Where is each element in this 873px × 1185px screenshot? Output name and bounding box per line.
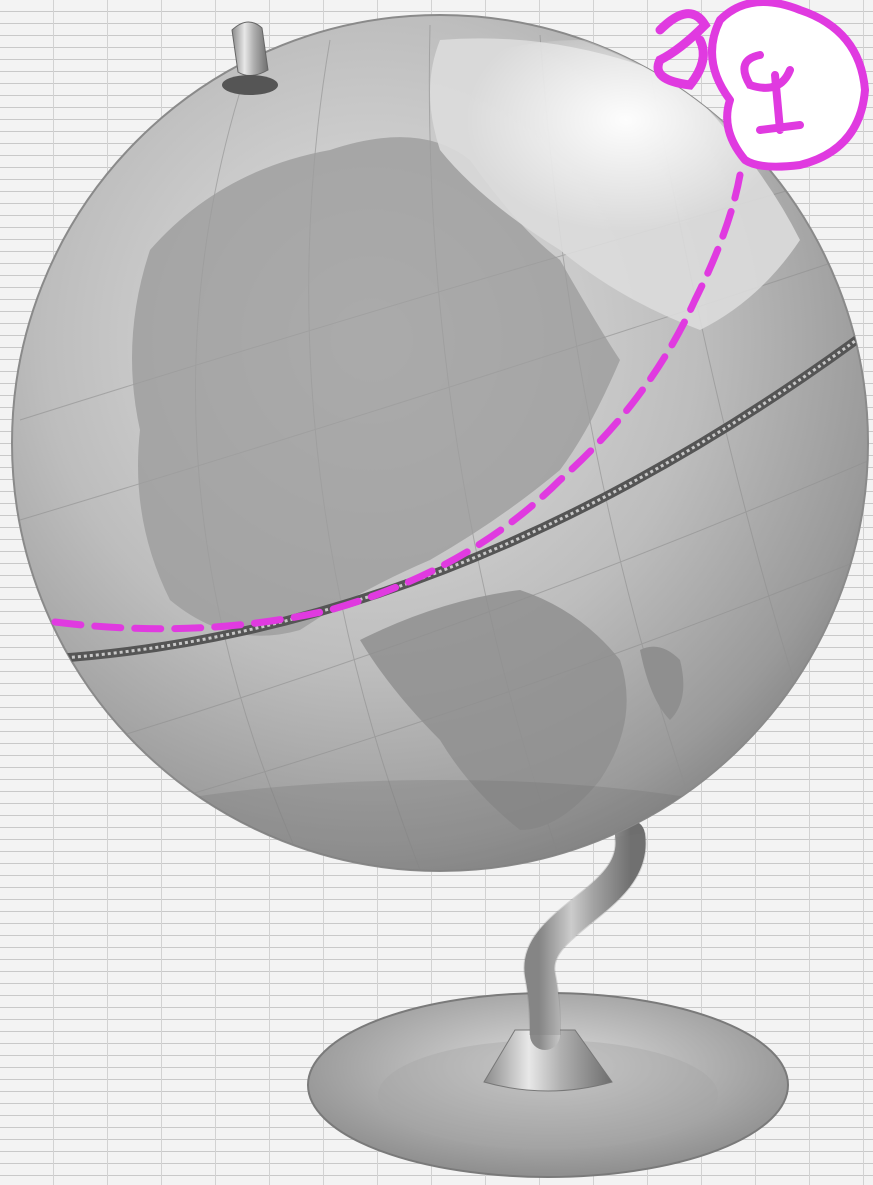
globe-map bbox=[19, 24, 868, 871]
stand-cone bbox=[483, 1029, 613, 1092]
land-madagascar bbox=[640, 646, 684, 720]
stand-stem bbox=[524, 820, 646, 1050]
stem-edge bbox=[523, 832, 647, 1036]
pin-mount bbox=[222, 75, 278, 95]
equator-ticks bbox=[29, 328, 868, 662]
dashed-route bbox=[51, 171, 744, 633]
base-shadow bbox=[378, 1040, 718, 1150]
globe-shade bbox=[40, 780, 840, 871]
axis-pin bbox=[231, 21, 269, 76]
land-south-africa bbox=[360, 590, 627, 830]
scribble-g bbox=[740, 51, 804, 134]
destination-blob bbox=[708, 0, 869, 171]
scribble-s bbox=[653, 9, 711, 90]
glare bbox=[350, 40, 810, 360]
